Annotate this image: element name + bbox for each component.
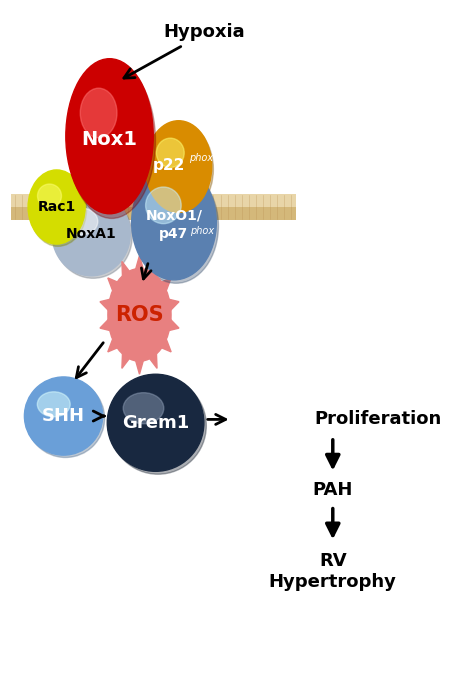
- Ellipse shape: [80, 88, 117, 138]
- Ellipse shape: [123, 393, 164, 424]
- Text: NoxO1/: NoxO1/: [146, 209, 202, 223]
- Ellipse shape: [29, 172, 87, 246]
- Ellipse shape: [25, 377, 103, 455]
- Ellipse shape: [66, 59, 153, 214]
- Text: NoxA1: NoxA1: [66, 227, 116, 241]
- Text: SHH: SHH: [42, 407, 85, 425]
- Ellipse shape: [146, 187, 181, 223]
- Ellipse shape: [110, 377, 206, 474]
- Text: RV
Hypertrophy: RV Hypertrophy: [269, 552, 397, 590]
- Text: Proliferation: Proliferation: [315, 410, 442, 429]
- Text: Rac1: Rac1: [37, 200, 76, 214]
- Ellipse shape: [37, 184, 61, 208]
- Text: phox: phox: [189, 153, 213, 162]
- Ellipse shape: [65, 208, 98, 235]
- Text: phox: phox: [190, 226, 214, 236]
- Ellipse shape: [37, 392, 70, 417]
- Ellipse shape: [54, 195, 132, 278]
- Ellipse shape: [108, 269, 171, 362]
- Ellipse shape: [134, 169, 219, 283]
- Ellipse shape: [26, 379, 105, 458]
- Text: Hypoxia: Hypoxia: [163, 23, 245, 41]
- Text: ROS: ROS: [115, 305, 164, 325]
- Polygon shape: [100, 256, 179, 374]
- Ellipse shape: [107, 374, 204, 471]
- Ellipse shape: [147, 123, 213, 215]
- Text: p47: p47: [159, 227, 189, 241]
- Text: PAH: PAH: [313, 481, 353, 499]
- Ellipse shape: [157, 138, 184, 167]
- Ellipse shape: [131, 165, 216, 280]
- Bar: [10, 194, 296, 207]
- Ellipse shape: [28, 170, 85, 244]
- Bar: [10, 207, 296, 220]
- Text: Grem1: Grem1: [122, 414, 189, 432]
- Ellipse shape: [146, 121, 212, 213]
- Text: p22: p22: [152, 158, 184, 173]
- Ellipse shape: [52, 192, 130, 276]
- Ellipse shape: [68, 64, 156, 219]
- Text: Nox1: Nox1: [81, 130, 138, 149]
